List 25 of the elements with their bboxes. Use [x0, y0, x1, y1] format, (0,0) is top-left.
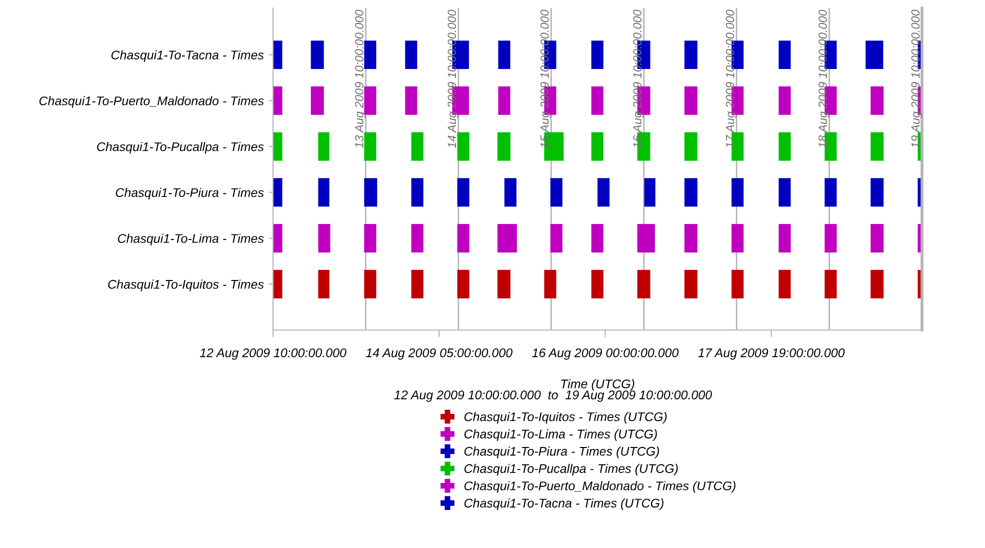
ref-line-label: 16 Aug 2009 10:00:00.000: [633, 10, 644, 148]
y-tick-label: Chasqui1-To-Pucallpa - Times: [97, 142, 264, 154]
ref-line-label: 13 Aug 2009 10:00:00.000: [355, 10, 366, 148]
legend-label: Chasqui1-To-Pucallpa - Times (UTCG): [464, 464, 678, 476]
legend-label: Chasqui1-To-Piura - Times (UTCG): [464, 446, 660, 458]
x-tick-label: 16 Aug 2009 00:00:00.000: [532, 348, 679, 360]
x-tick-label: 17 Aug 2009 19:00:00.000: [698, 348, 845, 360]
x-tick-label: 14 Aug 2009 05:00:00.000: [366, 348, 512, 360]
ref-line-label: 15 Aug 2009 10:00:00.000: [540, 10, 552, 148]
y-tick-label: Chasqui1-To-Lima - Times: [118, 234, 264, 246]
legend-label: Chasqui1-To-Tacna - Times (UTCG): [464, 498, 664, 510]
ref-line-label: 17 Aug 2009 10:00:00.000: [726, 10, 737, 148]
legend-label: Chasqui1-To-Puerto_Maldonado - Times (UTCG): [464, 481, 736, 493]
ref-line-label: 14 Aug 2009 10:00:00.000: [448, 10, 458, 148]
y-tick-label: Chasqui1-To-Iquitos - Times: [108, 280, 264, 292]
x-axis-title: Time (UTCG): [561, 379, 634, 391]
text: 12 Aug 2009 10:00:00.000 to 19 Aug 2009 10:00:00.000: [394, 390, 712, 402]
y-tick-label: Chasqui1-To-Piura - Times: [116, 188, 264, 200]
ref-line-label: 18 Aug 2009 10:00:00.000: [818, 10, 830, 148]
ref-line-label: 19 Aug 2009 10:00:00.000: [911, 10, 922, 148]
x-tick-label: 12 Aug 2009 10:00:00.000: [200, 348, 346, 360]
y-tick-label: Chasqui1-To-Puerto_Maldonado - Times: [39, 96, 264, 108]
y-tick-label: Chasqui1-To-Tacna - Times: [111, 50, 264, 62]
legend-label: Chasqui1-To-Lima - Times (UTCG): [464, 429, 657, 441]
legend-label: Chasqui1-To-Iquitos - Times (UTCG): [464, 412, 667, 424]
